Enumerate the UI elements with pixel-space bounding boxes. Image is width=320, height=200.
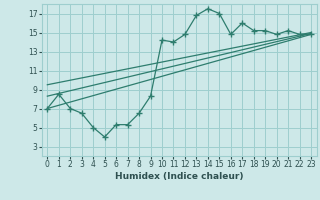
X-axis label: Humidex (Indice chaleur): Humidex (Indice chaleur) — [115, 172, 244, 181]
